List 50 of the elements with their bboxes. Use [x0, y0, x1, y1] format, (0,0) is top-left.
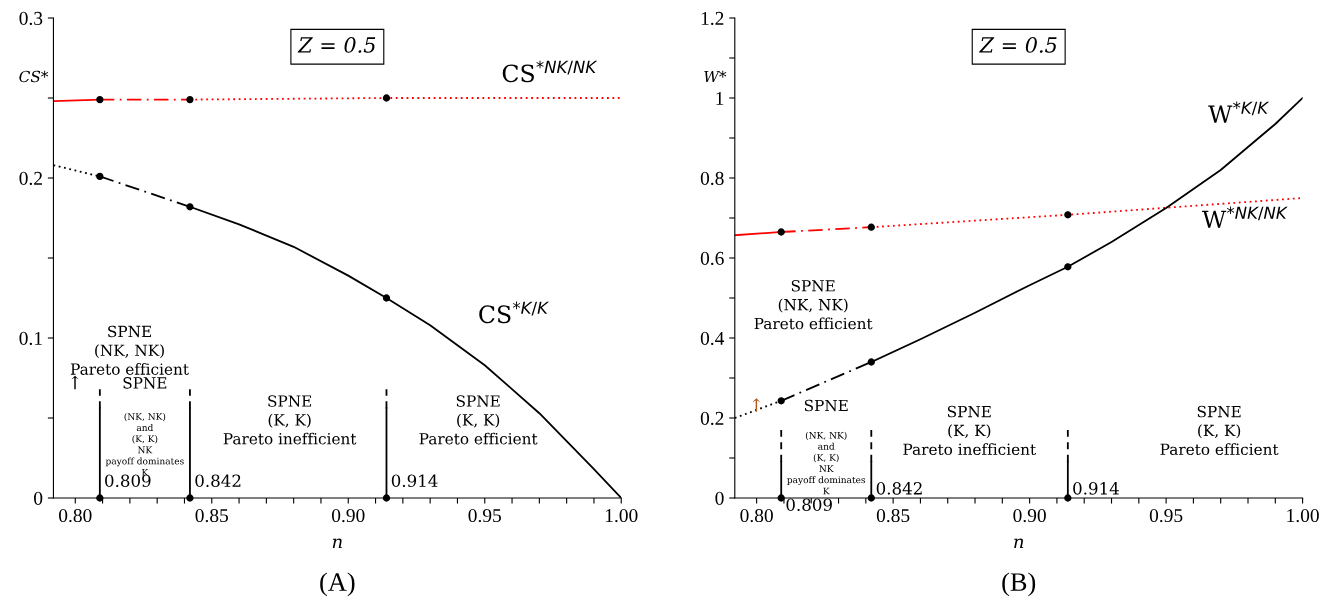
- x-tick-label: 0.90: [1013, 508, 1046, 523]
- x-tick-label: 0.85: [876, 508, 910, 523]
- text: 0.809: [786, 498, 832, 511]
- text: (A): [320, 572, 355, 597]
- annotation: SPNE (K, K) Pareto inefficient: [903, 405, 1037, 456]
- annotation: 0.842: [195, 474, 241, 487]
- annotation: SPNE (K, K) Pareto efficient: [1160, 405, 1279, 456]
- annotation: 0.914: [391, 474, 438, 487]
- y-tick-label: 0.3: [19, 11, 43, 26]
- series-label: CS$^{*K/K}$: [479, 301, 550, 324]
- y-tick-label: 0.6: [700, 251, 724, 266]
- y-tick-label: 0: [34, 491, 43, 505]
- x-tick-label: 0.90: [331, 508, 365, 523]
- x-tick-label: 1.00: [605, 508, 638, 523]
- annotation: SPNE: [804, 399, 848, 412]
- annotation: ↑: [71, 375, 79, 390]
- x-axis-title: n: [1014, 538, 1024, 549]
- x-tick-label: 0.80: [59, 508, 92, 523]
- x-axis-title: n: [332, 538, 342, 549]
- y-tick-label: 0.2: [19, 171, 42, 186]
- y-tick-label: 1: [716, 91, 724, 105]
- y-tick-label: 0.1: [19, 331, 42, 346]
- x-tick-label: 0.80: [740, 508, 773, 523]
- x-tick-label: 1.00: [1287, 508, 1319, 523]
- y-tick-label: 0: [715, 491, 724, 505]
- series-label: W$^{*NK/NK}$: [1202, 206, 1288, 228]
- y-tick-label: 0.8: [700, 171, 724, 186]
- x-tick-label: 0.95: [1149, 508, 1183, 523]
- y-tick-label: 1.2: [701, 11, 724, 26]
- annotation: SPNE (NK, NK) Pareto efficient: [70, 325, 189, 375]
- annotation: ↑: [752, 398, 761, 412]
- annotation: (NK, NK) and (K, K) NK payoff dominates K: [787, 431, 866, 495]
- x-tick-label: 0.85: [195, 508, 229, 523]
- annotation: 0.914: [1073, 482, 1119, 495]
- annotation: 0.842: [876, 482, 922, 495]
- annotation: SPNE (K, K) Pareto efficient: [419, 395, 538, 445]
- y-tick-label: 0.2: [700, 411, 724, 426]
- x-tick-label: 0.95: [468, 508, 501, 523]
- y-axis-title: CS*: [19, 70, 49, 83]
- text: Z = 0.5: [297, 37, 376, 53]
- text: (B): [1002, 572, 1036, 597]
- annotation: SPNE: [123, 377, 167, 389]
- annotation: SPNE (K, K) Pareto inefficient: [223, 395, 357, 445]
- series-label: W$^{*K/K}$: [1208, 101, 1270, 123]
- text: Z = 0.5: [979, 37, 1057, 53]
- y-tick-label: 0.4: [700, 331, 725, 346]
- annotation: 0.809: [105, 474, 151, 487]
- y-axis-title: W*: [704, 70, 727, 83]
- annotation: SPNE (NK, NK) Pareto efficient: [754, 280, 873, 330]
- series-label: CS$^{*NK/NK}$: [502, 60, 598, 83]
